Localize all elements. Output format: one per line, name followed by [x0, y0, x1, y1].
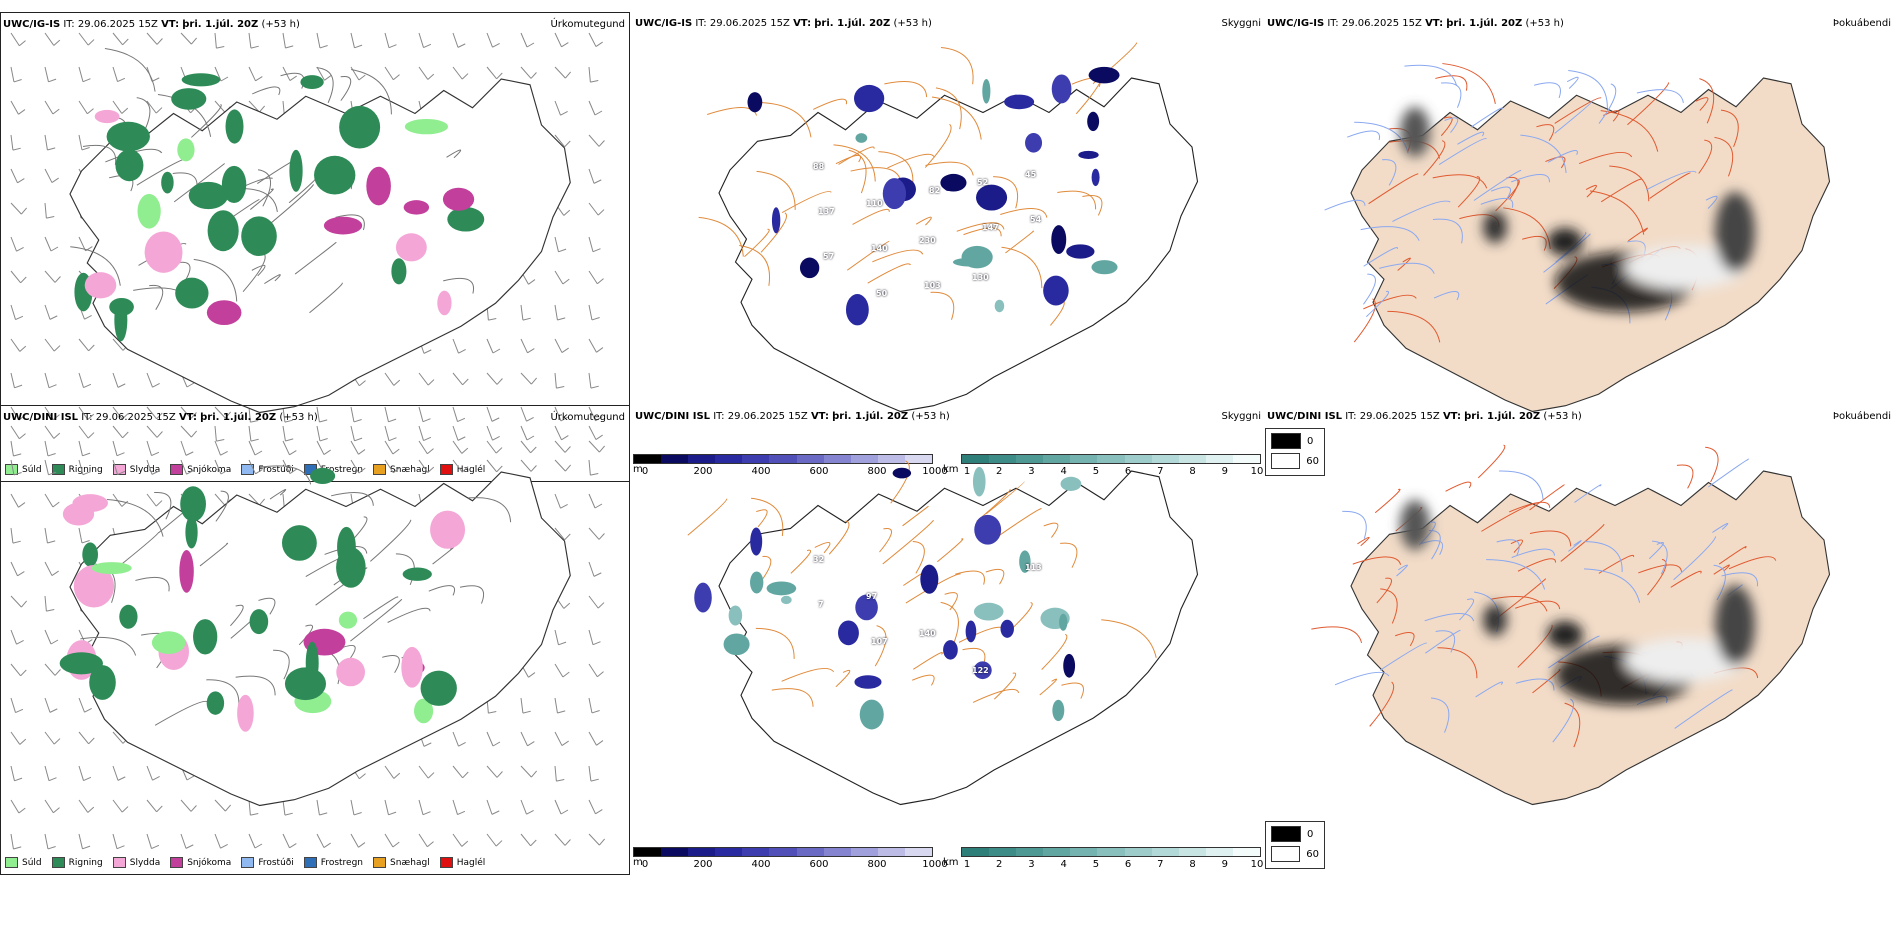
ceiling-value-label: 130 [972, 273, 989, 282]
visibility-panel: 88 110 230 130 45 137 140 103 52 54 57 50 82 147 UWC/… [633, 12, 1263, 482]
precip-type-panel: UWC/IG-IS IT: 29.06.2025 15Z VT: þri. 1.… [0, 12, 630, 482]
panel-title: UWC/DINI ISL IT: 29.06.2025 15Z VT: þri.… [3, 412, 318, 423]
ceiling-value-label: 7 [818, 600, 824, 609]
legend-swatch [241, 857, 255, 868]
legend-item: Rigning [51, 464, 103, 475]
fog-map [1324, 63, 1831, 413]
visibility-colorbar: 1 2 3 4 5 6 7 8 9 10 km [943, 847, 1263, 871]
field-name: Úrkomutegund [550, 19, 625, 30]
ceiling-colorbar-strip [633, 847, 933, 857]
field-name: Þokuábendi [1832, 411, 1891, 422]
ceiling-value-label: 110 [866, 199, 883, 208]
ceiling-value-label: 82 [929, 186, 941, 195]
legend-item: Rigning [51, 857, 103, 868]
ceiling-value-label: 103 [924, 281, 941, 290]
legend-swatch [112, 857, 126, 868]
visibility-map [698, 42, 1199, 413]
field-name: Þokuábendi [1832, 18, 1891, 29]
legend-item: Frostúði [241, 857, 294, 868]
field-name: Skyggni [1221, 411, 1261, 422]
ceiling-value-label: 107 [871, 637, 888, 646]
panel-title: UWC/IG-IS IT: 29.06.2025 15Z VT: þri. 1.… [3, 19, 300, 30]
legend-swatch [373, 464, 387, 475]
visibility-colorbar: 1 2 3 4 5 6 7 8 9 10 km [943, 454, 1263, 478]
legend-item: Haglél [439, 464, 485, 475]
legend-swatch [112, 464, 126, 475]
ceiling-value-label: 122 [972, 666, 989, 675]
ceiling-value-label: 230 [919, 236, 936, 245]
legend-item: Snæhagl [373, 857, 430, 868]
visibility-unit: km [943, 857, 959, 868]
ceiling-unit: m [633, 464, 643, 475]
visibility-unit: km [943, 464, 959, 475]
legend-swatch [51, 857, 65, 868]
panel-title: UWC/IG-IS IT: 29.06.2025 15Z VT: þri. 1.… [1267, 18, 1564, 29]
fog-swatch-dark [1271, 433, 1301, 449]
precip-type-panel: UWC/DINI ISL IT: 29.06.2025 15Z VT: þri.… [0, 405, 630, 875]
fog-legend: 0 60 [1265, 428, 1325, 476]
ceiling-value-label: 88 [813, 162, 825, 171]
ceiling-colorbar: 0 200 400 600 800 1000 m [633, 454, 948, 478]
fog-swatch-light [1271, 453, 1301, 469]
land-area [1350, 470, 1831, 806]
panel-title: UWC/DINI ISL IT: 29.06.2025 15Z VT: þri.… [635, 411, 950, 422]
coastline [69, 78, 571, 414]
ceiling-value-label: 147 [982, 223, 999, 232]
ceiling-colorbar: 0 200 400 600 800 1000 m [633, 847, 948, 871]
panel-title: UWC/DINI ISL IT: 29.06.2025 15Z VT: þri.… [1267, 411, 1582, 422]
legend-item: Snjókoma [170, 464, 231, 475]
legend-swatch [5, 857, 18, 868]
precip-map [10, 425, 606, 850]
land-area [1350, 77, 1831, 413]
precip-map [10, 32, 606, 457]
legend-swatch [439, 464, 453, 475]
visibility-colorbar-strip [961, 847, 1261, 857]
field-name: Úrkomutegund [550, 412, 625, 423]
visibility-colorbar-strip [961, 454, 1261, 464]
precip-legend: Súld Rigning Slydda Snjókoma Frostúði Frostre… [5, 464, 485, 475]
ceiling-value-label: 137 [818, 207, 835, 216]
coastline [718, 77, 1199, 413]
legend-item: Slydda [112, 857, 160, 868]
ceiling-value-label: 32 [813, 555, 825, 564]
legend-item: Slydda [112, 464, 160, 475]
precip-legend: Súld Rigning Slydda Snjókoma Frostúði Frostre… [5, 857, 485, 868]
legend-swatch [303, 857, 317, 868]
legend-item: Frostregn [303, 857, 363, 868]
ceiling-value-label: 140 [871, 244, 888, 253]
legend-swatch [170, 464, 184, 475]
legend-swatch [373, 857, 387, 868]
fog-indicator-panel: UWC/IG-IS IT: 29.06.2025 15Z VT: þri. 1.… [1265, 12, 1895, 482]
ceiling-value-label: 52 [977, 178, 989, 187]
panel-title: UWC/IG-IS IT: 29.06.2025 15Z VT: þri. 1.… [635, 18, 932, 29]
ceiling-value-label: 113 [1025, 563, 1042, 572]
legend-item: Snjókoma [170, 857, 231, 868]
ceiling-unit: m [633, 857, 643, 868]
legend-swatch [51, 464, 65, 475]
ceiling-value-label: 45 [1025, 170, 1037, 179]
fog-areas [1400, 500, 1755, 705]
ceiling-value-label: 54 [1030, 215, 1042, 224]
fog-areas [1400, 107, 1755, 312]
ceiling-colorbar-strip [633, 454, 933, 464]
ceiling-value-label: 97 [866, 592, 878, 601]
fog-swatch-dark [1271, 826, 1301, 842]
legend-item: Snæhagl [373, 464, 430, 475]
legend-item: Súld [5, 857, 42, 868]
legend-swatch [170, 857, 184, 868]
fog-legend: 0 60 [1265, 821, 1325, 869]
visibility-map [687, 460, 1199, 806]
fog-swatch-light [1271, 846, 1301, 862]
field-name: Skyggni [1221, 18, 1261, 29]
legend-swatch [439, 857, 453, 868]
ceiling-value-label: 50 [876, 289, 888, 298]
coastline [718, 470, 1199, 806]
visibility-panel: 32 97 140 122 113 7 107 UWC/DINI ISL IT: 29.06… [633, 405, 1263, 875]
legend-item: Haglél [439, 857, 485, 868]
fog-map [1311, 444, 1831, 806]
fog-indicator-panel: UWC/DINI ISL IT: 29.06.2025 15Z VT: þri.… [1265, 405, 1895, 875]
ceiling-value-label: 57 [823, 252, 835, 261]
ceiling-value-label: 140 [919, 629, 936, 638]
